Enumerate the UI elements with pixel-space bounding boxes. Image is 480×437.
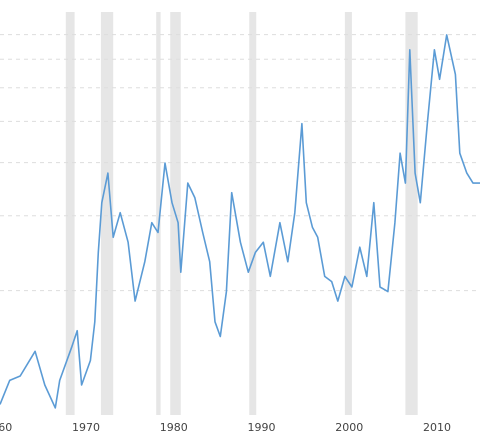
recession-band: [344, 12, 352, 415]
x-tick-label: 1980: [160, 421, 188, 434]
recession-band: [100, 12, 114, 415]
x-tick-label: 1990: [247, 421, 275, 434]
recession-band: [249, 12, 257, 415]
x-tick-label: 1960: [0, 421, 12, 434]
x-tick-label: 2000: [335, 421, 363, 434]
price-line: [0, 34, 480, 409]
x-tick-label: 2010: [423, 421, 451, 434]
recession-band: [65, 12, 75, 415]
recession-band: [156, 12, 161, 415]
x-tick-label: 1970: [72, 421, 100, 434]
